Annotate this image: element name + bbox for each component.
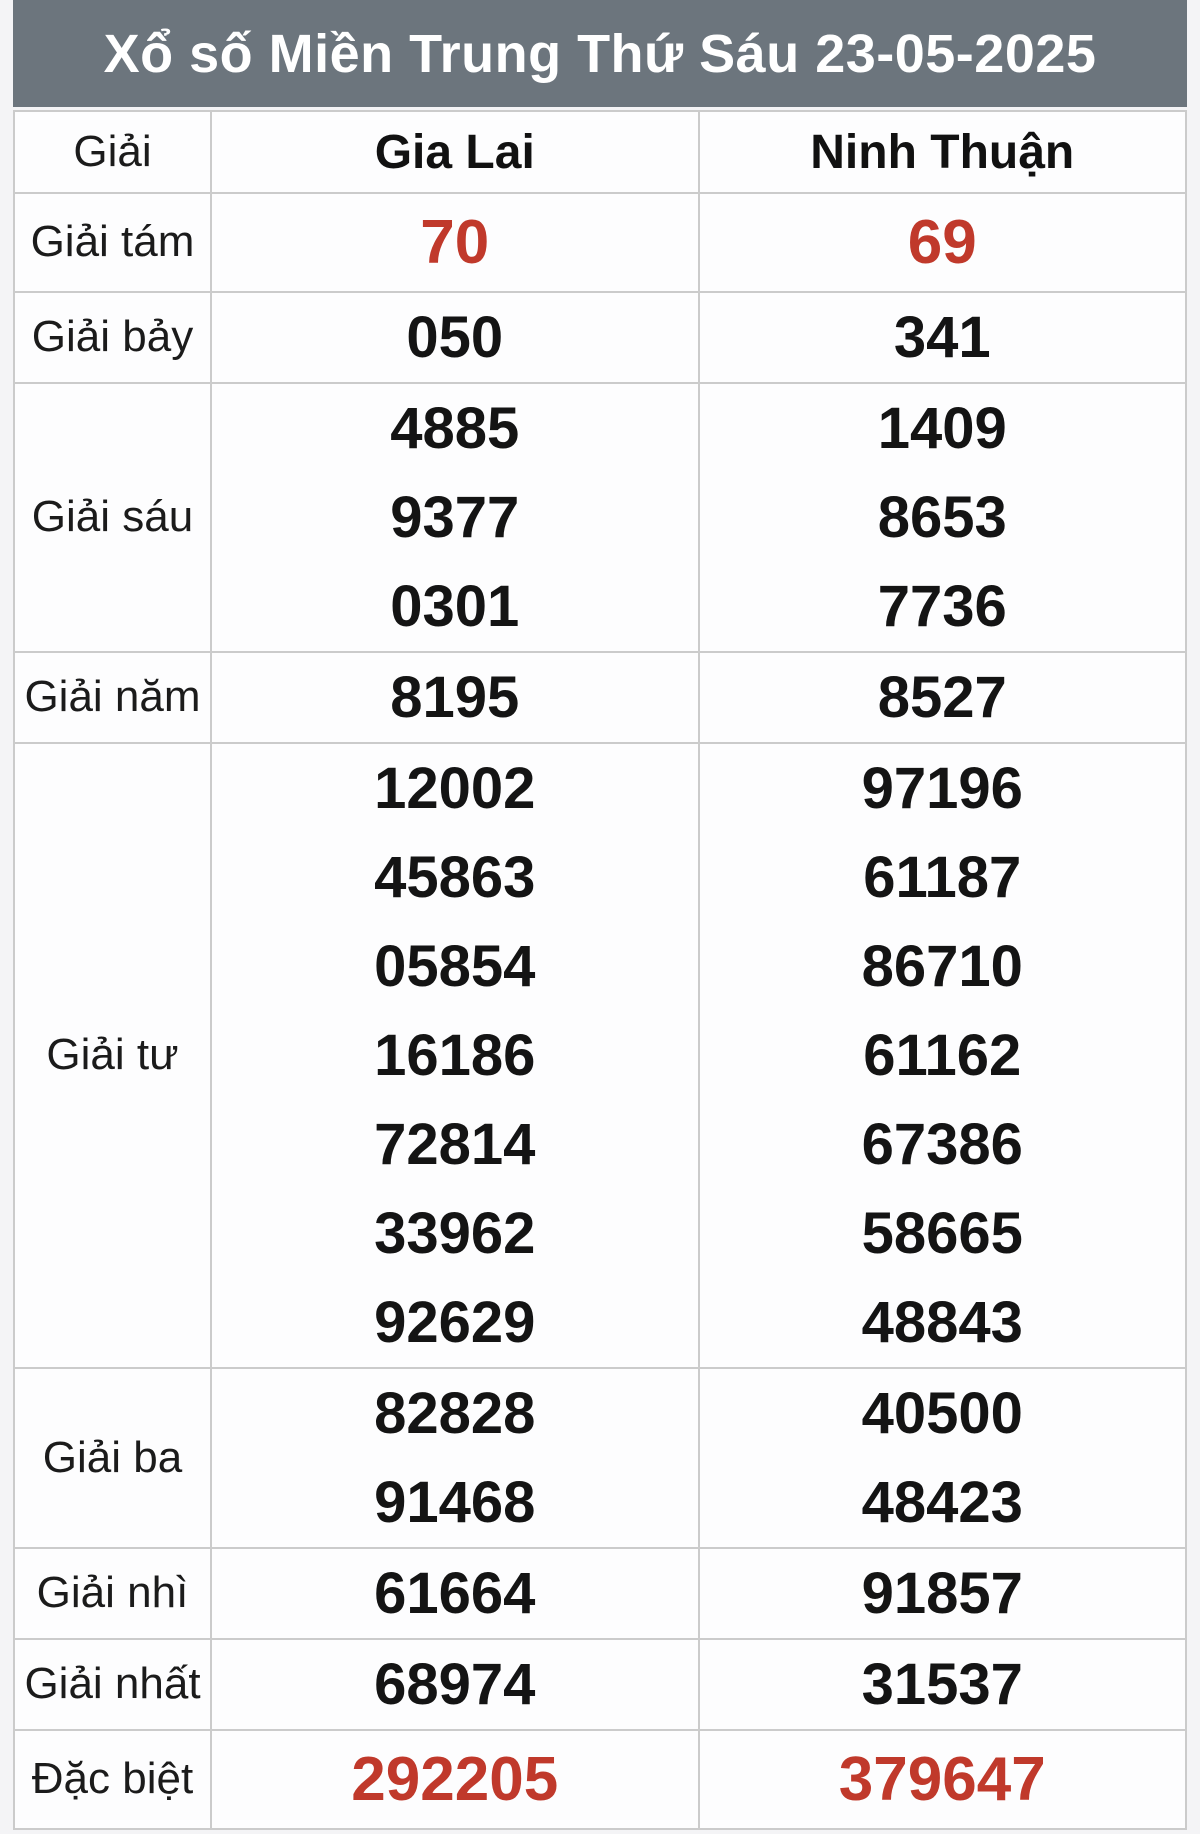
result-cell-ninh-thuan: 8527 (697, 651, 1187, 744)
result-number: 61664 (374, 1561, 536, 1626)
result-number: 8527 (877, 665, 1007, 730)
result-cell-gia-lai: 292205 (210, 1729, 700, 1830)
result-number: 33962 (374, 1201, 536, 1266)
result-number: 379647 (838, 1745, 1046, 1814)
result-number: 48843 (861, 1290, 1023, 1355)
result-cell-ninh-thuan: 97196 61187 86710 61162 67386 58665 48843 (697, 742, 1187, 1369)
result-number: 72814 (374, 1112, 536, 1177)
prize-row: Giải nhì 61664 91857 (13, 1547, 1187, 1640)
page-title: Xổ số Miền Trung Thứ Sáu 23-05-2025 (103, 23, 1097, 84)
prize-row: Giải tám 70 69 (13, 192, 1187, 293)
result-number: 91468 (374, 1470, 536, 1535)
result-cell-gia-lai: 12002 45863 05854 16186 72814 33962 92629 (210, 742, 700, 1369)
result-number: 91857 (861, 1561, 1023, 1626)
result-number: 12002 (374, 756, 536, 821)
result-cell-gia-lai: 8195 (210, 651, 700, 744)
result-cell-ninh-thuan: 40500 48423 (697, 1367, 1187, 1549)
column-header-prize: Giải (13, 110, 212, 194)
result-cell-gia-lai: 70 (210, 192, 700, 293)
prize-label: Giải tư (13, 742, 212, 1369)
result-number: 1409 (877, 396, 1007, 461)
result-number: 61187 (863, 845, 1022, 910)
result-number: 31537 (861, 1652, 1023, 1717)
result-number: 8653 (877, 485, 1007, 550)
result-cell-ninh-thuan: 91857 (697, 1547, 1187, 1640)
result-number: 58665 (861, 1201, 1023, 1266)
result-cell-gia-lai: 68974 (210, 1638, 700, 1731)
prize-label: Đặc biệt (13, 1729, 212, 1830)
result-cell-ninh-thuan: 31537 (697, 1638, 1187, 1731)
prize-row: Đặc biệt 292205 379647 (13, 1729, 1187, 1830)
result-number: 97196 (861, 756, 1023, 821)
column-header-gia-lai: Gia Lai (210, 110, 700, 194)
result-number: 86710 (861, 934, 1023, 999)
result-number: 82828 (374, 1381, 536, 1446)
result-number: 9377 (390, 485, 520, 550)
result-cell-ninh-thuan: 1409 8653 7736 (697, 382, 1187, 653)
result-number: 341 (893, 305, 991, 370)
column-header-ninh-thuan: Ninh Thuận (697, 110, 1187, 194)
result-cell-ninh-thuan: 379647 (697, 1729, 1187, 1830)
prize-label: Giải sáu (13, 382, 212, 653)
result-number: 45863 (374, 845, 536, 910)
result-cell-ninh-thuan: 341 (697, 291, 1187, 384)
prize-row: Giải bảy 050 341 (13, 291, 1187, 384)
result-cell-gia-lai: 4885 9377 0301 (210, 382, 700, 653)
prize-row: Giải ba 82828 91468 40500 48423 (13, 1367, 1187, 1549)
prize-row: Giải năm 8195 8527 (13, 651, 1187, 744)
results-table: Giải Gia Lai Ninh Thuận Giải tám 70 69 Giải… (13, 110, 1187, 1830)
result-cell-ninh-thuan: 69 (697, 192, 1187, 293)
result-number: 050 (406, 305, 504, 370)
result-cell-gia-lai: 050 (210, 291, 700, 384)
result-number: 69 (907, 208, 977, 277)
result-number: 16186 (374, 1023, 536, 1088)
prize-label: Giải tám (13, 192, 212, 293)
prize-label: Giải nhì (13, 1547, 212, 1640)
page-title-bar: Xổ số Miền Trung Thứ Sáu 23-05-2025 (13, 0, 1187, 107)
result-cell-gia-lai: 61664 (210, 1547, 700, 1640)
result-number: 4885 (390, 396, 520, 461)
result-number: 0301 (390, 574, 520, 639)
result-number: 92629 (374, 1290, 536, 1355)
result-number: 61162 (863, 1023, 1022, 1088)
result-number: 292205 (351, 1745, 559, 1814)
prize-row: Giải nhất 68974 31537 (13, 1638, 1187, 1731)
result-number: 05854 (374, 934, 536, 999)
result-number: 67386 (861, 1112, 1023, 1177)
result-number: 70 (420, 208, 490, 277)
result-number: 68974 (374, 1652, 536, 1717)
result-number: 8195 (390, 665, 520, 730)
prize-label: Giải bảy (13, 291, 212, 384)
prize-label: Giải nhất (13, 1638, 212, 1731)
column-header-row: Giải Gia Lai Ninh Thuận (13, 110, 1187, 194)
result-number: 40500 (861, 1381, 1023, 1446)
prize-row: Giải sáu 4885 9377 0301 1409 8653 7736 (13, 382, 1187, 653)
prize-label: Giải năm (13, 651, 212, 744)
result-number: 48423 (861, 1470, 1023, 1535)
result-cell-gia-lai: 82828 91468 (210, 1367, 700, 1549)
result-number: 7736 (877, 574, 1007, 639)
prize-row: Giải tư 12002 45863 05854 16186 72814 33962 926… (13, 742, 1187, 1369)
prize-label: Giải ba (13, 1367, 212, 1549)
